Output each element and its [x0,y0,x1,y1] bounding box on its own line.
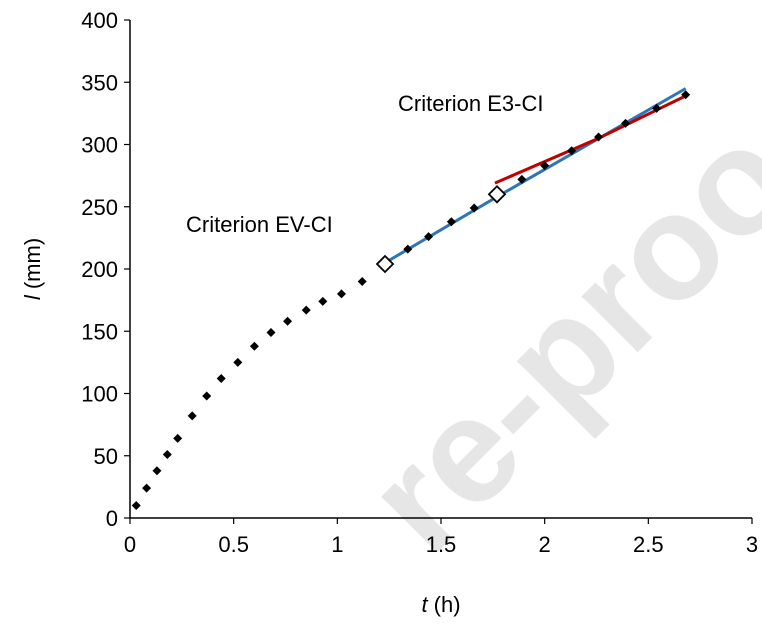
data-point [173,433,183,443]
x-tick-label: 0.5 [218,532,249,557]
y-tick-label: 250 [81,195,118,220]
data-point [469,203,479,213]
transition-marker [487,185,507,204]
transition-marker [375,254,395,274]
data-point [283,316,293,326]
data-point [233,357,243,367]
data-point [517,174,527,184]
data-point [357,276,367,286]
x-axis-label: t (h) [421,592,460,617]
y-axis-label: l (mm) [20,238,45,300]
data-point [318,296,328,306]
x-tick-label: 1 [331,532,343,557]
x-tick-label: 0 [124,532,136,557]
data-point [187,411,197,421]
tick-labels: 0 0.5 1 1.5 2 2.5 3 0 50 100 150 200 250 300 350 400 [81,8,758,557]
y-tick-label: 0 [106,506,118,531]
data-point [202,391,212,401]
x-tick-label: 3 [746,532,758,557]
y-tick-label: 350 [81,70,118,95]
y-tick-label: 200 [81,257,118,282]
data-point [594,132,604,142]
data-point [446,217,456,227]
annotations: Criterion EV-CI Criterion E3-CI [186,91,543,237]
data-point [162,450,172,460]
data-point [152,466,162,476]
y-tick-label: 400 [81,8,118,33]
x-tick-label: 2.5 [633,532,664,557]
data-point [131,501,141,511]
data-point [540,161,550,171]
series-layer [131,87,691,511]
data-point [652,103,662,113]
axes [124,19,753,524]
y-tick-label: 100 [81,382,118,407]
annotation-ev-ci: Criterion EV-CI [186,212,333,237]
x-tick-label: 1.5 [426,532,457,557]
y-axis-var: l [20,294,45,300]
x-axis-unit: (h) [428,592,461,617]
data-point [336,289,346,299]
data-point [424,232,434,242]
y-axis-unit: (mm) [20,238,45,295]
data-point [301,305,311,315]
y-tick-label: 150 [81,319,118,344]
x-tick-label: 2 [539,532,551,557]
data-point [621,118,631,128]
data-point [266,327,276,337]
data-point [249,341,259,351]
data-point [681,90,691,100]
annotation-e3-ci: Criterion E3-CI [398,91,543,116]
data-point [567,146,577,156]
data-point [216,374,226,384]
data-point [403,244,413,254]
data-point [142,483,152,493]
y-tick-label: 300 [81,133,118,158]
x-axis-var: t [421,592,428,617]
y-tick-label: 50 [94,444,118,469]
